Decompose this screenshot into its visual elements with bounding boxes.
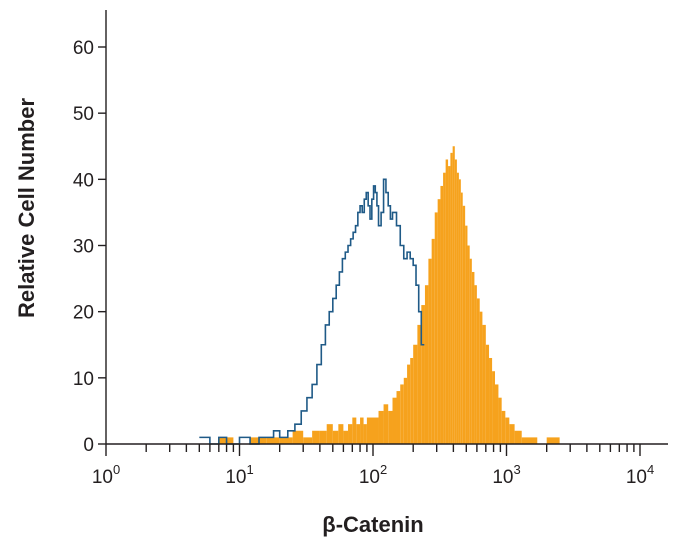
x-axis-title: β-Catenin	[322, 512, 423, 537]
x-tick-label: 103	[492, 462, 520, 488]
orange-histogram	[218, 146, 560, 445]
histogram-bar	[360, 417, 364, 444]
histogram-bar	[454, 159, 457, 444]
histogram-bar	[356, 424, 361, 444]
histogram-bar	[373, 417, 379, 444]
histogram-bar	[388, 410, 393, 444]
y-tick-label: 60	[73, 38, 94, 59]
x-tick-label: 101	[225, 462, 253, 488]
histogram-bar	[452, 146, 455, 444]
histogram-bar	[348, 424, 353, 444]
y-tick-label: 20	[73, 303, 94, 324]
histogram-bar	[474, 285, 477, 444]
histogram-bar	[434, 212, 438, 444]
histogram-bar	[462, 205, 466, 444]
histogram-bar	[312, 430, 320, 444]
histogram-bar	[530, 437, 538, 444]
x-ticks: 100 101 102 103 104	[92, 444, 654, 488]
x-tick-label: 102	[359, 462, 387, 488]
histogram-bar	[471, 271, 475, 444]
histogram-bar	[460, 192, 463, 444]
y-ticks: 0 10 20 30 40 50 60	[73, 38, 106, 456]
histogram-bar	[326, 424, 333, 444]
histogram-bar	[492, 371, 495, 444]
histogram-bar	[445, 159, 449, 444]
histogram-bar	[458, 179, 461, 445]
histogram-bar	[421, 305, 425, 444]
histogram-bar	[279, 437, 293, 444]
histogram-bar	[465, 225, 468, 444]
histogram-outline	[199, 178, 425, 445]
histogram-bar	[352, 417, 357, 444]
y-tick-label: 10	[73, 369, 94, 390]
histogram-bar	[450, 152, 453, 444]
histogram-bar	[378, 410, 384, 444]
histogram-bar	[485, 344, 490, 444]
histogram-bar	[424, 285, 429, 444]
histogram-bar	[303, 437, 313, 444]
histogram-bar	[498, 397, 502, 444]
histogram-bar	[292, 430, 304, 444]
histogram-bar	[413, 344, 418, 444]
histogram-bar	[509, 424, 515, 444]
histogram-bar	[431, 238, 435, 444]
histogram-bar	[521, 437, 531, 444]
histogram-bar	[363, 424, 367, 444]
y-tick-label: 30	[73, 237, 94, 258]
histogram-bar	[505, 417, 510, 444]
histogram-bar	[266, 437, 280, 444]
histogram-bar	[437, 199, 441, 444]
histogram-bar	[448, 166, 451, 444]
histogram-bar	[494, 384, 499, 444]
histogram-bar	[482, 324, 486, 444]
histogram-bar	[332, 430, 339, 444]
histogram-bar	[366, 417, 373, 444]
histogram-bar	[403, 377, 408, 444]
histogram-bar	[400, 384, 404, 444]
histogram-bar	[410, 357, 414, 444]
histogram-bar	[489, 357, 493, 444]
histogram-bar	[338, 424, 344, 444]
y-axis-title: Relative Cell Number	[14, 98, 39, 319]
histogram-bar	[443, 172, 446, 444]
x-tick-label: 104	[626, 462, 654, 488]
x-tick-label: 100	[92, 462, 120, 488]
histogram-bar	[407, 364, 411, 444]
histogram-bar	[396, 391, 401, 444]
histogram-bar	[417, 324, 422, 444]
histogram-bar	[501, 410, 506, 444]
histogram-bar	[428, 258, 432, 444]
histogram-bar	[456, 172, 459, 444]
histogram-bar	[514, 430, 522, 444]
y-tick-label: 40	[73, 170, 94, 191]
histogram-bar	[479, 311, 483, 444]
y-tick-label: 50	[73, 104, 94, 125]
histogram-bar	[469, 258, 472, 444]
histogram-bar	[440, 185, 444, 444]
histogram-bar	[319, 430, 327, 444]
blue-histogram	[199, 178, 425, 445]
histogram-bar	[546, 437, 560, 444]
histogram-bar	[383, 404, 389, 444]
histogram-bar	[392, 397, 397, 444]
y-tick-label: 0	[83, 435, 94, 456]
histogram-bar	[343, 430, 349, 444]
histogram-bar	[467, 245, 470, 444]
histogram-bar	[476, 298, 480, 444]
